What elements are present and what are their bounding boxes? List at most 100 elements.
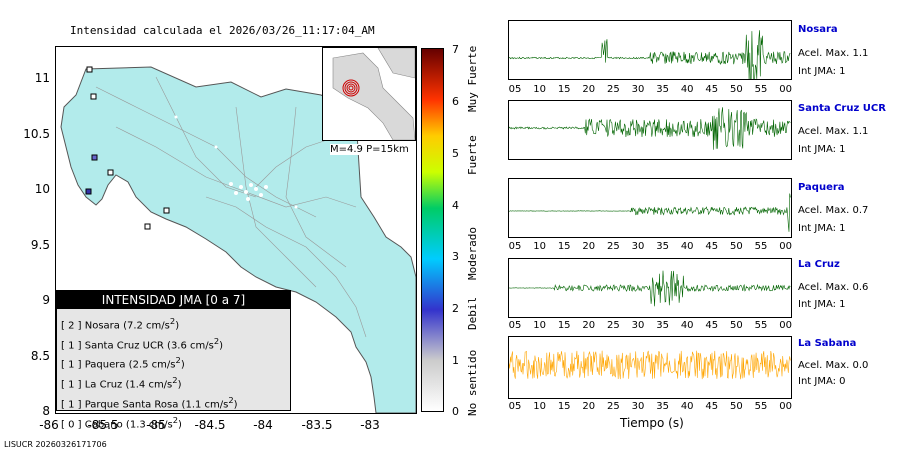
time-tick: 20 xyxy=(582,401,596,412)
time-tick: 35 xyxy=(656,320,669,331)
colorbar-tick: 6 xyxy=(452,95,459,108)
waveform-panel-nosara[interactable] xyxy=(508,20,792,80)
waveform-panel-la-cruz[interactable] xyxy=(508,258,792,318)
time-tick: 40 xyxy=(680,84,694,95)
time-axis-label: Tiempo (s) xyxy=(620,416,684,430)
time-tick: 45 xyxy=(705,241,719,252)
station-name: La Cruz xyxy=(798,259,840,270)
waveform-panel-paquera[interactable] xyxy=(508,178,792,238)
time-tick: 30 xyxy=(631,401,645,412)
inset-magnitude-label: M=4.9 P=15km xyxy=(330,144,409,155)
time-tick: 05 xyxy=(508,84,522,95)
time-tick: 35 xyxy=(656,241,669,252)
map-y-tick: 11 xyxy=(34,71,50,85)
waveform-panel-santa-cruz[interactable] xyxy=(508,100,792,160)
time-tick: 00 xyxy=(779,401,792,412)
time-tick: 40 xyxy=(680,401,694,412)
map-x-tick: -85.5 xyxy=(87,418,119,432)
time-tick: 10 xyxy=(533,241,546,252)
footer-id: LISUCR 20260326171706 xyxy=(4,440,107,449)
map-y-tick: 8.5 xyxy=(30,349,50,363)
time-tick: 00 xyxy=(779,241,792,252)
map-x-tick: -84 xyxy=(253,418,273,432)
colorbar-word: Muy Fuerte xyxy=(466,45,479,112)
legend-item: [ 0 ] Cobano (1.3 cm/s2) xyxy=(61,414,182,430)
time-tick: 55 xyxy=(754,320,768,331)
colorbar-tick: 4 xyxy=(452,199,459,212)
waveform-trace xyxy=(509,193,791,232)
colorbar-word: No sentido xyxy=(466,349,479,416)
time-tick: 10 xyxy=(533,401,546,412)
time-tick: 15 xyxy=(557,401,571,412)
colorbar-word: Fuerte xyxy=(466,135,479,175)
waveform-line xyxy=(509,350,791,380)
station-jma: Int JMA: 1 xyxy=(798,299,846,310)
legend-item: [ 2 ] Nosara (7.2 cm/s2) xyxy=(61,316,180,332)
time-tick: 55 xyxy=(754,84,768,95)
waveform-trace xyxy=(509,350,791,380)
road-network xyxy=(95,76,367,338)
time-tick: 25 xyxy=(607,401,620,412)
time-tick: 15 xyxy=(557,84,571,95)
intensity-colorbar xyxy=(421,48,444,412)
time-tick: 20 xyxy=(582,241,596,252)
legend-item: [ 1 ] Parque Santa Rosa (1.1 cm/s2) xyxy=(61,394,238,411)
waveform-line xyxy=(509,270,791,307)
station-accel: Acel. Max. 0.6 xyxy=(798,282,869,293)
waveform-line xyxy=(509,193,791,232)
time-tick: 15 xyxy=(557,241,571,252)
station-accel: Acel. Max. 1.1 xyxy=(798,48,869,59)
time-axis: 05 10 15 20 25 30 35 40 45 50 55 00 xyxy=(508,320,792,332)
legend-item: [ 1 ] La Cruz (1.4 cm/s2) xyxy=(61,375,182,391)
intensity-legend: INTENSIDAD JMA [0 a 7] [ 2 ] Nosara (7.2… xyxy=(56,290,291,430)
time-tick: 20 xyxy=(582,84,596,95)
time-tick: 30 xyxy=(631,320,645,331)
legend-title: INTENSIDAD JMA [0 a 7] xyxy=(57,291,290,309)
colorbar-tick: 2 xyxy=(452,302,459,315)
epicenter-icon xyxy=(342,79,360,97)
station-name: Paquera xyxy=(798,182,845,193)
time-axis: 05 10 15 20 25 30 35 40 45 50 55 00 xyxy=(508,84,792,96)
city-markers xyxy=(174,115,298,209)
map-y-tick: 8 xyxy=(42,404,50,418)
time-tick: 50 xyxy=(730,401,743,412)
waveform-trace xyxy=(509,107,791,150)
map-y-tick: 9.5 xyxy=(30,238,50,252)
time-axis: 05 10 15 20 25 30 35 40 45 50 55 00 xyxy=(508,401,792,413)
time-tick: 15 xyxy=(557,320,571,331)
colorbar-word: Moderado xyxy=(466,227,479,280)
station-name: Nosara xyxy=(798,24,838,35)
time-tick: 35 xyxy=(656,401,669,412)
station-name: Santa Cruz UCR xyxy=(798,103,886,114)
time-tick: 50 xyxy=(730,320,743,331)
time-tick: 50 xyxy=(730,241,743,252)
time-tick: 10 xyxy=(533,84,546,95)
map-x-tick: -85 xyxy=(146,418,166,432)
station-name: La Sabana xyxy=(798,338,857,349)
colorbar-tick: 1 xyxy=(452,354,459,367)
waveform-panel-la-sabana[interactable] xyxy=(508,336,792,399)
time-tick: 45 xyxy=(705,84,719,95)
colorbar-word: Debil xyxy=(466,296,479,330)
map-x-tick: -84.5 xyxy=(194,418,226,432)
map-y-tick: 10 xyxy=(34,182,50,196)
time-tick: 05 xyxy=(508,241,522,252)
waveform-trace xyxy=(509,270,791,307)
time-tick: 10 xyxy=(533,320,546,331)
waveform-line xyxy=(509,30,791,79)
station-jma: Int JMA: 1 xyxy=(798,223,846,234)
time-tick: 05 xyxy=(508,401,522,412)
time-tick: 45 xyxy=(705,320,719,331)
time-tick: 50 xyxy=(730,84,743,95)
colorbar-tick: 0 xyxy=(452,405,459,418)
time-axis: 05 10 15 20 25 30 35 40 45 50 55 00 xyxy=(508,241,792,253)
map-x-tick: -83 xyxy=(360,418,380,432)
inset-map-drawing xyxy=(323,48,415,140)
colorbar-tick: 7 xyxy=(452,43,459,56)
station-jma: Int JMA: 1 xyxy=(798,144,846,155)
time-tick: 55 xyxy=(754,401,768,412)
station-accel: Acel. Max. 0.7 xyxy=(798,205,869,216)
waveform-trace xyxy=(509,30,791,79)
time-tick: 25 xyxy=(607,320,620,331)
time-tick: 40 xyxy=(680,320,694,331)
